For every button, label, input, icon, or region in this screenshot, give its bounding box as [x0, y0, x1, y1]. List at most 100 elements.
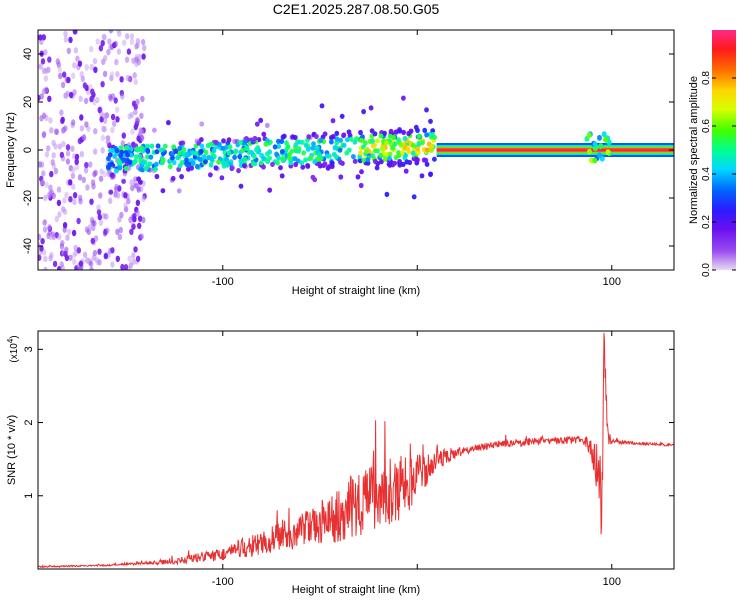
- noise-cell: [40, 58, 46, 65]
- band-cell: [396, 137, 401, 143]
- noise-cell: [140, 38, 146, 46]
- y-tick-label: 3: [23, 346, 35, 352]
- noise-cell: [101, 112, 107, 120]
- band-cell: [397, 162, 403, 168]
- noise-cell: [66, 76, 71, 84]
- noise-cell: [65, 144, 71, 151]
- band-cell: [240, 147, 246, 153]
- band-cell: [272, 144, 278, 150]
- band-cell: [416, 133, 422, 139]
- noise-cell: [67, 228, 72, 235]
- band-cell: [398, 142, 404, 148]
- noise-cell: [43, 255, 48, 262]
- band-cell: [370, 138, 375, 144]
- noise-cell: [141, 53, 146, 60]
- noise-cell: [108, 197, 113, 204]
- noise-cell: [43, 75, 49, 82]
- noise-cell: [100, 134, 106, 142]
- band-cell: [203, 149, 209, 156]
- noise-cell: [39, 115, 44, 122]
- noise-cell: [62, 222, 68, 229]
- noise-cell: [115, 106, 120, 113]
- noise-cell: [53, 167, 59, 175]
- band-cell: [406, 130, 412, 137]
- noise-cell: [39, 245, 44, 252]
- noise-cell: [71, 72, 76, 79]
- band-cell: [211, 147, 217, 154]
- band-cell: [341, 142, 347, 148]
- noise-cell: [97, 106, 102, 114]
- noise-cell: [133, 78, 138, 86]
- noise-cell: [72, 251, 77, 259]
- noise-cell: [131, 57, 136, 64]
- band-cell: [177, 163, 183, 169]
- band-cell: [411, 142, 416, 148]
- band-cell: [287, 155, 292, 161]
- noise-cell: [120, 140, 126, 147]
- spectrogram-x-ticks: -100 100: [212, 30, 621, 288]
- noise-cell: [44, 181, 49, 188]
- band-cell: [428, 118, 433, 124]
- band-cell: [145, 143, 150, 149]
- band-cell: [236, 168, 241, 174]
- band-cell: [379, 159, 384, 165]
- noise-cell: [95, 96, 100, 104]
- band-cell: [401, 95, 406, 101]
- noise-cell: [59, 243, 65, 250]
- band-cell: [177, 145, 183, 151]
- band-cell: [424, 107, 429, 113]
- band-cell: [190, 160, 196, 166]
- noise-cell: [41, 34, 46, 41]
- band-cell: [213, 139, 219, 146]
- band-cell: [346, 129, 352, 135]
- y-tick-label: -40: [22, 238, 34, 254]
- noise-cell: [93, 66, 98, 74]
- noise-cell: [79, 150, 85, 158]
- band-cell: [378, 152, 384, 158]
- band-cell: [198, 148, 204, 155]
- band-cell: [173, 148, 179, 154]
- band-cell: [267, 187, 273, 193]
- noise-cell: [112, 120, 117, 127]
- band-cell: [324, 153, 330, 159]
- band-cell: [307, 156, 312, 162]
- band-cell: [258, 117, 264, 123]
- band-cell: [123, 165, 129, 171]
- noise-cell: [102, 230, 108, 237]
- noise-cell: [56, 199, 62, 207]
- band-cell: [261, 131, 267, 137]
- band-cell: [292, 156, 298, 162]
- band-cell: [162, 143, 168, 149]
- band-cell: [296, 148, 301, 154]
- band-cell: [180, 151, 186, 157]
- noise-cell: [49, 252, 54, 259]
- noise-cell: [119, 76, 124, 83]
- band-cell: [105, 139, 111, 145]
- band-cell: [125, 152, 130, 158]
- band-cell: [220, 145, 226, 151]
- band-cell: [306, 134, 312, 140]
- noise-cell: [72, 62, 77, 69]
- band-cell: [154, 173, 160, 180]
- band-cell: [352, 139, 358, 145]
- noise-cell: [134, 43, 139, 50]
- noise-cell: [77, 174, 83, 181]
- noise-cell: [68, 179, 73, 186]
- noise-cell: [109, 71, 115, 78]
- band-cell: [358, 150, 363, 156]
- band-cell: [384, 191, 390, 197]
- band-cell: [396, 153, 402, 159]
- noise-cell: [123, 192, 128, 199]
- band-cell: [410, 150, 416, 156]
- noise-cell: [139, 233, 144, 240]
- band-cell: [422, 127, 428, 133]
- noise-cell: [131, 223, 136, 230]
- noise-cell: [119, 211, 124, 219]
- colorbar-ticks: 0.0 0.2 0.4 0.6 0.8: [701, 71, 736, 277]
- noise-cell: [74, 153, 80, 161]
- band-cell: [242, 156, 248, 162]
- band-cell: [379, 146, 385, 152]
- noise-cell: [82, 251, 88, 258]
- noise-cell: [51, 233, 56, 241]
- noise-cell: [71, 229, 77, 237]
